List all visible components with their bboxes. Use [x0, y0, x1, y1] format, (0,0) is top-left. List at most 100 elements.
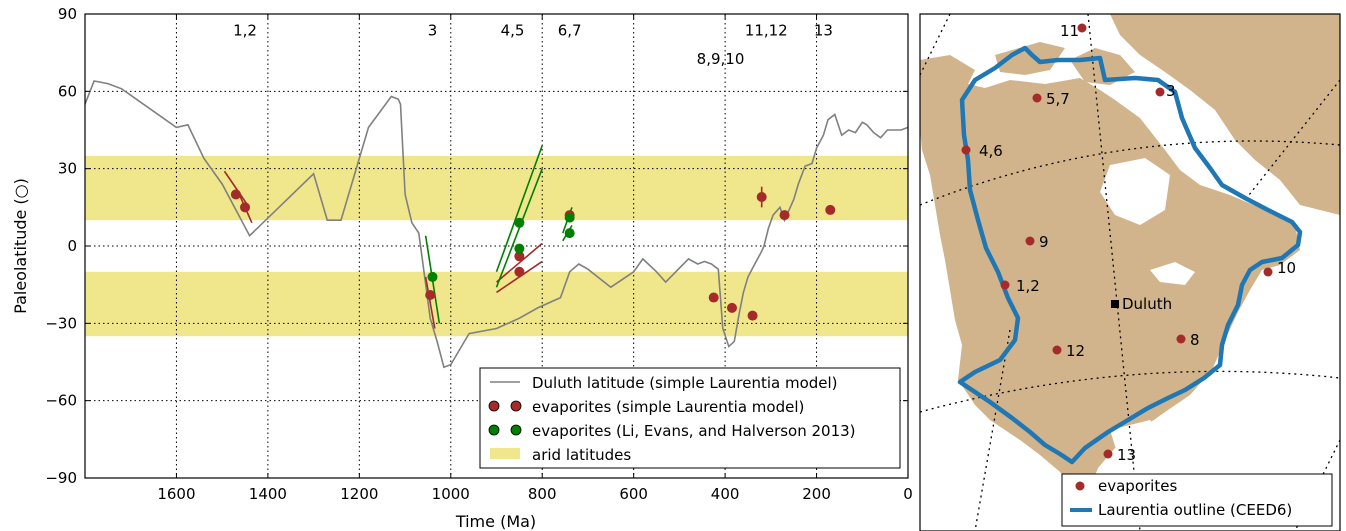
map-legend-label-outline: Laurentia outline (CEED6) [1098, 501, 1292, 519]
x-tick-label: 1000 [432, 485, 470, 503]
x-tick-label: 0 [903, 485, 913, 503]
site-9: 9 [1025, 233, 1049, 251]
x-tick-label: 1400 [249, 485, 287, 503]
site-13: 13 [1103, 446, 1136, 464]
svg-text:13: 13 [1117, 446, 1136, 464]
legend-box [479, 367, 901, 469]
y-tick-label: −60 [45, 392, 77, 410]
site-1-2: 1,2 [1000, 277, 1040, 295]
great-lakes-water [1150, 262, 1195, 285]
x-axis-label: Time (Ma) [455, 512, 536, 531]
site-10: 10 [1263, 259, 1296, 277]
evaporite-simple-point [756, 192, 767, 203]
svg-text:8: 8 [1190, 331, 1200, 349]
hudson-bay-water [1100, 158, 1170, 225]
evaporite-simple-error-bar [495, 242, 543, 283]
svg-text:11: 11 [1060, 22, 1079, 40]
legend-label-arid: arid latitudes [532, 446, 631, 464]
evaporite-simple-point [747, 310, 758, 321]
y-axis-label: Paleolatitude (○) [11, 178, 30, 314]
x-tick-label: 1200 [340, 485, 378, 503]
site-annotation: 1,2 [233, 21, 257, 39]
evaporite-simple-point [514, 266, 525, 277]
legend-marker-li [510, 424, 522, 436]
y-tick-label: −30 [45, 314, 77, 332]
svg-text:10: 10 [1277, 259, 1296, 277]
site-annotation: 11,12 [745, 21, 788, 39]
greenland-land [1110, 14, 1340, 215]
x-tick-label: 800 [528, 485, 557, 503]
site-5-7: 5,7 [1032, 90, 1070, 108]
evaporite-simple-error-bar [496, 260, 543, 294]
duluth-marker: Duluth [1111, 295, 1172, 313]
legend-marker-simple [488, 400, 500, 412]
evaporite-sites: 11 3 5,7 4,6 9 [961, 22, 1296, 464]
svg-text:3: 3 [1166, 82, 1176, 100]
site-4-6: 4,6 [961, 142, 1003, 160]
evaporite-li-error-bar [495, 168, 543, 288]
evaporite-simple-point [708, 292, 719, 303]
evaporite-li-point [514, 243, 525, 254]
evaporite-simple-point [514, 251, 525, 262]
svg-text:9: 9 [1039, 233, 1049, 251]
laurentia-outline [957, 45, 1303, 465]
axis-ticks [85, 13, 909, 479]
legend-label-duluth: Duluth latitude (simple Laurentia model) [532, 374, 838, 392]
legend-marker-li [488, 424, 500, 436]
evaporite-simple-point [425, 289, 436, 300]
duluth-latitude-line [84, 80, 909, 369]
y-tick-labels: 90 60 30 0 −30 −60 −90 [45, 5, 77, 487]
x-tick-labels: 1600 1400 1200 1000 800 600 400 200 0 [157, 485, 912, 503]
alaska-land [920, 55, 975, 125]
legend-label-li: evaporites (Li, Evans, and Halverson 201… [532, 422, 856, 440]
map-legend-marker-evaporites [1075, 481, 1085, 491]
site-annotation: 4,5 [501, 21, 525, 39]
paleolatitude-chart: 1,2 3 4,5 6,7 11,12 13 8,9,10 1600 1400 1200 1000… [11, 5, 913, 531]
evaporite-li-point [514, 217, 525, 228]
evaporite-simple-point [825, 204, 836, 215]
svg-text:12: 12 [1066, 342, 1085, 360]
site-annotation: 8,9,10 [697, 50, 745, 68]
y-tick-label: 90 [58, 5, 77, 23]
evaporite-simple-point [240, 202, 251, 213]
chart-legend: Duluth latitude (simple Laurentia model)… [479, 367, 901, 469]
arid-band [85, 155, 908, 221]
x-tick-label: 1600 [157, 485, 195, 503]
x-tick-label: 600 [619, 485, 648, 503]
laurentia-map: 11 3 5,7 4,6 9 [919, 13, 1341, 531]
evaporite-simple-point [230, 189, 241, 200]
evaporite-simple-point [779, 210, 790, 221]
y-tick-label: 60 [58, 82, 77, 100]
y-tick-label: 0 [67, 237, 77, 255]
site-annotation: 3 [428, 21, 438, 39]
site-annotation: 13 [814, 21, 833, 39]
evaporite-simple-error-bar [424, 276, 436, 329]
legend-marker-simple [510, 400, 522, 412]
arid-band [85, 271, 908, 337]
legend-swatch-arid [490, 448, 520, 459]
duluth-series [84, 80, 909, 369]
map-legend: evaporites Laurentia outline (CEED6) [1061, 473, 1333, 527]
evaporite-li-point [564, 212, 575, 223]
evaporite-li-error-bar [495, 145, 543, 273]
map-frame [919, 13, 1341, 531]
duluth-label: Duluth [1122, 295, 1172, 313]
map-legend-box [1061, 473, 1333, 527]
y-tick-label: 30 [58, 160, 77, 178]
site-annotation: 6,7 [558, 21, 582, 39]
legend-label-simple: evaporites (simple Laurentia model) [532, 398, 804, 416]
x-tick-label: 400 [711, 485, 740, 503]
north-america-land [920, 78, 1300, 490]
site-annotations: 1,2 3 4,5 6,7 11,12 13 8,9,10 [233, 21, 833, 67]
evaporite-points [230, 189, 836, 321]
evaporite-simple-point [726, 302, 737, 313]
site-11: 11 [1060, 22, 1087, 40]
site-3: 3 [1155, 82, 1176, 100]
gulf-of-mexico-water [1110, 420, 1170, 465]
svg-text:1,2: 1,2 [1016, 277, 1040, 295]
svg-text:4,6: 4,6 [979, 142, 1003, 160]
y-tick-label: −90 [45, 469, 77, 487]
site-12: 12 [1052, 342, 1085, 360]
site-8: 8 [1176, 331, 1200, 349]
evaporite-simple-error-bar [223, 170, 248, 206]
